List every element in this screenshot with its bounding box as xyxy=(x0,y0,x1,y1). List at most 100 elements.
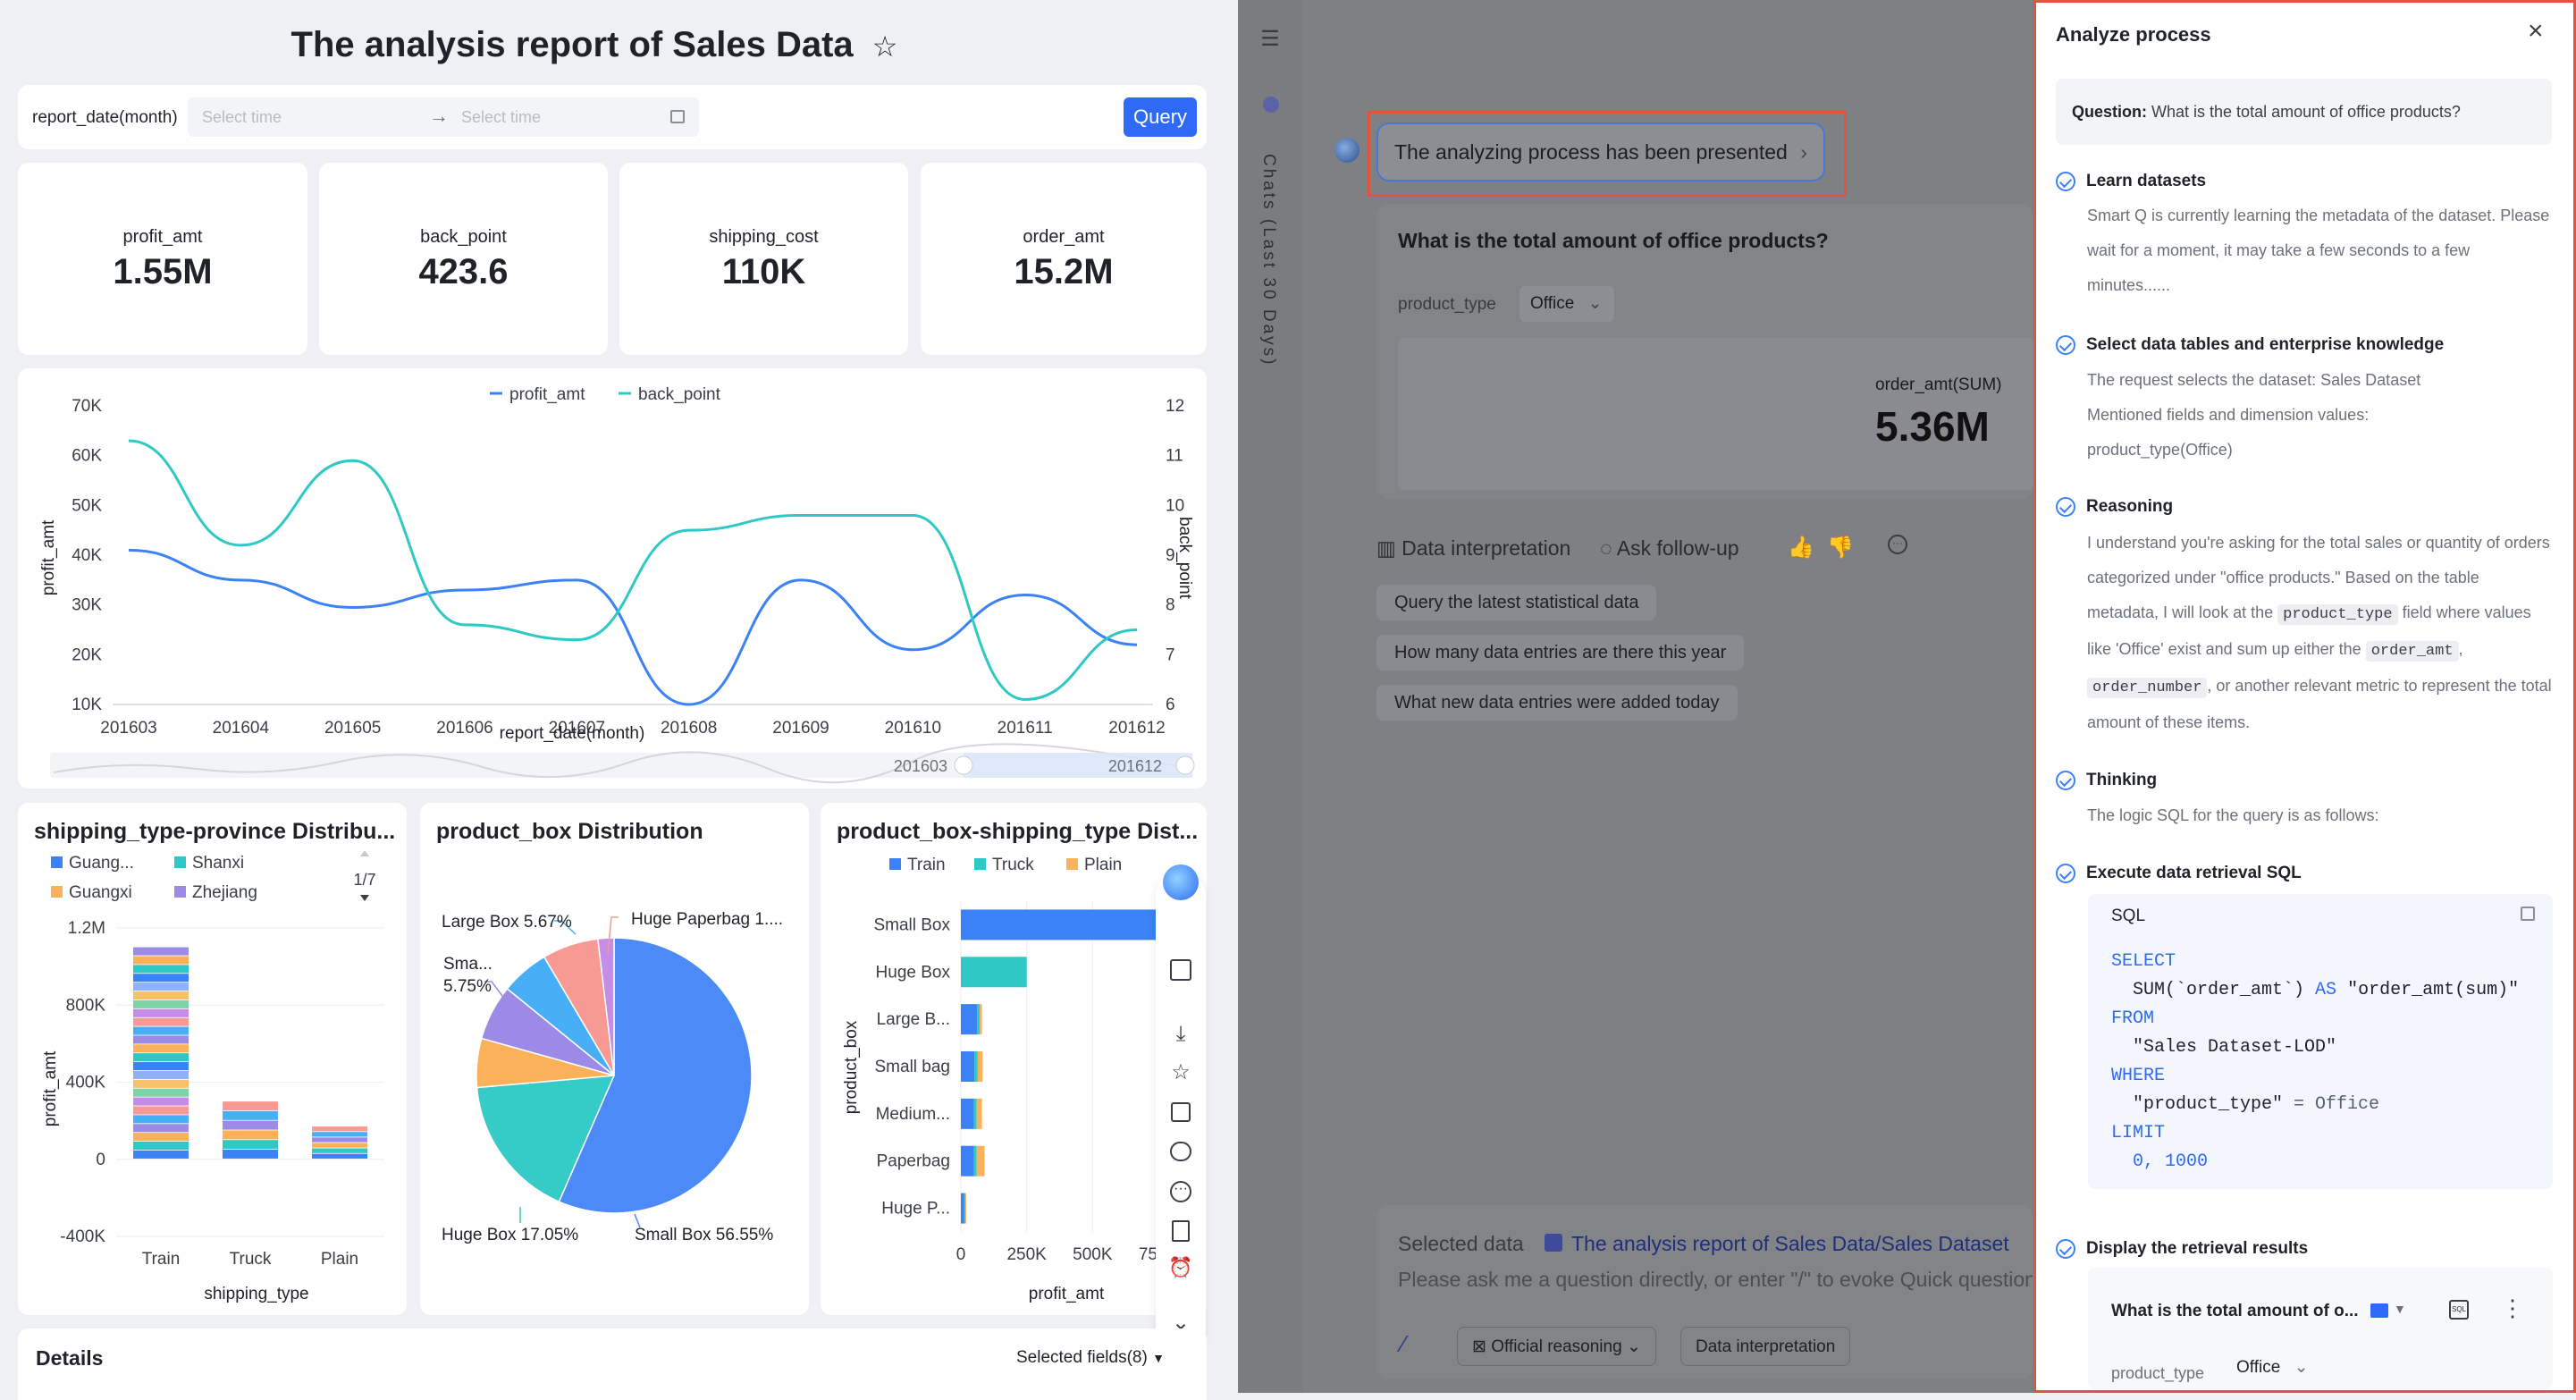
menu-icon[interactable]: ☰ xyxy=(1260,27,1280,51)
sql-toggle-icon[interactable]: SQL xyxy=(2449,1300,2469,1320)
share-icon[interactable] xyxy=(1171,1102,1191,1122)
hbar-segment[interactable] xyxy=(961,1098,974,1129)
bar-segment[interactable] xyxy=(312,1137,367,1143)
quick-command-icon[interactable]: ⁄ xyxy=(1402,1330,1406,1357)
more-vertical-icon[interactable]: ⋮ xyxy=(2501,1295,2524,1321)
bar-segment[interactable] xyxy=(133,974,189,983)
bar-segment[interactable] xyxy=(133,1008,189,1017)
data-interpretation-link[interactable]: ▥ Data interpretation xyxy=(1376,536,1570,561)
more-icon[interactable]: ··· xyxy=(1888,535,1907,554)
selected-fields-dropdown[interactable]: Selected fields(8) ▼ xyxy=(1016,1348,1165,1368)
hbar-segment[interactable] xyxy=(964,1193,966,1224)
hbar-segment[interactable] xyxy=(965,1193,966,1224)
bar-segment[interactable] xyxy=(133,999,189,1008)
bar-segment[interactable] xyxy=(312,1143,367,1148)
thumbs-up-icon[interactable]: 👍 xyxy=(1788,536,1814,560)
bar-segment[interactable] xyxy=(133,1141,189,1151)
legend-item[interactable]: Shanxi xyxy=(192,854,244,873)
hbar-segment[interactable] xyxy=(976,1098,982,1129)
hbar-segment[interactable] xyxy=(973,1098,977,1129)
star-icon[interactable]: ☆ xyxy=(871,30,898,63)
bar-segment[interactable] xyxy=(223,1149,278,1159)
bar-segment[interactable] xyxy=(223,1120,278,1130)
close-icon[interactable]: × xyxy=(2528,16,2544,46)
chat-input-box[interactable] xyxy=(1376,1205,2033,1379)
bar-segment[interactable] xyxy=(223,1140,278,1150)
bar-segment[interactable] xyxy=(133,983,189,991)
pie-slice[interactable] xyxy=(597,937,615,1076)
legend-item[interactable]: Train xyxy=(907,856,946,874)
answer-filter-select[interactable]: Office ⌄ xyxy=(1520,286,1614,322)
line-legend[interactable]: profit_amt back_point xyxy=(490,385,721,404)
pie-slice[interactable] xyxy=(558,937,753,1214)
bar-segment[interactable] xyxy=(133,956,189,965)
chat-history-icon[interactable] xyxy=(1263,97,1279,113)
hbar-segment[interactable] xyxy=(961,909,1157,940)
bar-segment[interactable] xyxy=(133,1035,189,1044)
bar-segment[interactable] xyxy=(133,1088,189,1097)
hbar-segment[interactable] xyxy=(977,1051,983,1082)
comment-icon[interactable] xyxy=(1170,1142,1191,1161)
legend-item[interactable]: Truck xyxy=(992,856,1034,874)
bar-segment[interactable] xyxy=(223,1110,278,1120)
chat-history-label[interactable]: Chats (Last 30 Days) xyxy=(1259,154,1278,367)
bar-segment[interactable] xyxy=(133,965,189,974)
date-slider[interactable]: 201603 201612 xyxy=(50,743,1195,784)
bar-segment[interactable] xyxy=(223,1101,278,1111)
pie-slice[interactable] xyxy=(476,1075,616,1203)
bar-segment[interactable] xyxy=(133,1115,189,1124)
caret-down-icon[interactable]: ▼ xyxy=(2394,1302,2406,1316)
edit-icon[interactable] xyxy=(1170,959,1191,981)
suggestion-chip[interactable]: How many data entries are there this yea… xyxy=(1376,635,1745,670)
bar-segment[interactable] xyxy=(312,1132,367,1137)
bar-segment[interactable] xyxy=(133,947,189,956)
chart-type-icon[interactable] xyxy=(2370,1303,2388,1318)
legend-item[interactable]: Zhejiang xyxy=(192,883,257,902)
legend-back-point[interactable]: back_point xyxy=(638,385,721,404)
bar-legend[interactable]: Guang... Shanxi Guangxi Zhejiang 1/7 xyxy=(51,850,376,902)
hbar-segment[interactable] xyxy=(980,1004,982,1035)
download-icon[interactable]: ⤓ xyxy=(1175,1022,1186,1046)
favorite-icon[interactable]: ☆ xyxy=(1171,1060,1191,1084)
bar-segment[interactable] xyxy=(133,1097,189,1106)
bar-segment[interactable] xyxy=(133,1070,189,1080)
alert-icon[interactable]: ⏰ xyxy=(1168,1256,1193,1278)
hbar-segment[interactable] xyxy=(961,1193,964,1224)
hbar-segment[interactable] xyxy=(977,1004,981,1035)
legend-item[interactable]: Plain xyxy=(1084,856,1122,874)
document-icon[interactable] xyxy=(1172,1220,1190,1242)
bar-segment[interactable] xyxy=(223,1130,278,1140)
bar-segment[interactable] xyxy=(133,1053,189,1062)
legend-next-icon[interactable] xyxy=(360,895,369,901)
more-icon[interactable]: ··· xyxy=(1170,1181,1191,1202)
bar-segment[interactable] xyxy=(133,991,189,1000)
bar-segment[interactable] xyxy=(133,1044,189,1053)
hbar-segment[interactable] xyxy=(961,957,1027,988)
selected-data-link[interactable]: The analysis report of Sales Data/Sales … xyxy=(1571,1232,2009,1255)
expand-icon[interactable] xyxy=(2521,907,2535,921)
bar-segment[interactable] xyxy=(133,1124,189,1133)
ask-followup-link[interactable]: ◌ Ask follow-up xyxy=(1600,536,1739,561)
hbar-segment[interactable] xyxy=(974,1051,978,1082)
legend-item[interactable]: Guangxi xyxy=(69,883,132,902)
bar-segment[interactable] xyxy=(133,1026,189,1035)
hbar-segment[interactable] xyxy=(961,1051,975,1082)
bar-segment[interactable] xyxy=(133,1079,189,1088)
bar-segment[interactable] xyxy=(133,1133,189,1142)
assistant-logo-icon[interactable] xyxy=(1163,864,1199,900)
hbar-legend[interactable]: Train Truck Plain xyxy=(889,856,1122,874)
bar-segment[interactable] xyxy=(133,1062,189,1071)
bar-segment[interactable] xyxy=(312,1126,367,1132)
legend-profit[interactable]: profit_amt xyxy=(509,385,585,404)
data-interpretation-button[interactable]: Data interpretation xyxy=(1680,1327,1851,1366)
official-reasoning-select[interactable]: ⊠ Official reasoning ⌄ xyxy=(1457,1327,1656,1366)
start-time-input[interactable]: Select time xyxy=(202,108,282,126)
hbar-segment[interactable] xyxy=(973,1145,977,1177)
hbar-segment[interactable] xyxy=(961,1004,978,1035)
bar-segment[interactable] xyxy=(133,1106,189,1115)
bar-segment[interactable] xyxy=(133,1150,189,1159)
suggestion-chip[interactable]: What new data entries were added today xyxy=(1376,685,1738,721)
thumbs-down-icon[interactable]: 👎 xyxy=(1827,536,1854,560)
legend-item[interactable]: Guang... xyxy=(69,854,134,873)
process-button[interactable]: The analyzing process has been presented… xyxy=(1376,122,1825,181)
